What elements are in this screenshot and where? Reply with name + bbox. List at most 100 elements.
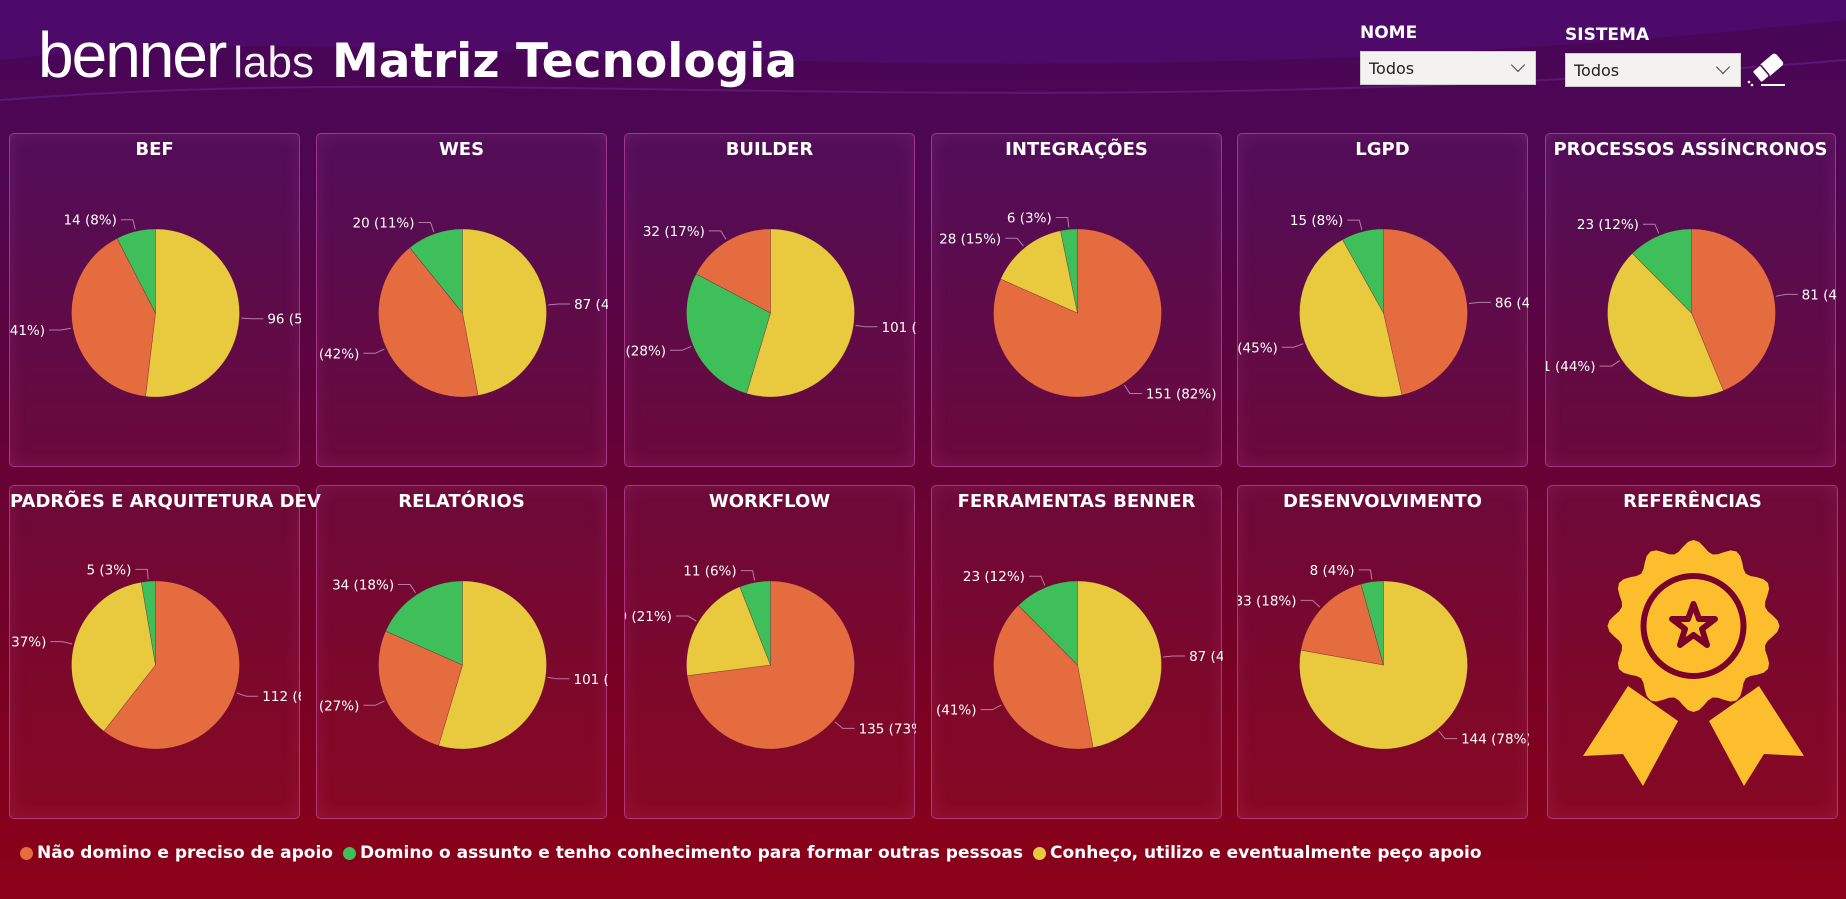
pie-slice-nao_domino[interactable] (993, 604, 1094, 750)
pie-chart: 144 (78%) 33 (18%) 8 (4%) (1238, 563, 1529, 750)
leader-line (120, 219, 136, 230)
data-label: 75 (41%) (10, 323, 45, 339)
pie-slice-domino[interactable] (1060, 228, 1078, 314)
pie-slice-nao_domino[interactable] (1383, 228, 1468, 396)
leader-line (49, 327, 71, 331)
data-label: 20 (11%) (353, 215, 415, 231)
filter-nome: NOME Todos (1360, 23, 1536, 85)
leader-line (1028, 575, 1046, 586)
legend-item-domino[interactable]: Domino o assunto e tenho conhecimento pa… (342, 843, 1023, 863)
chart-title: FERRAMENTAS BENNER (957, 491, 1196, 512)
chart-panel[interactable]: DESENVOLVIMENTO 144 (78%) 33 (18%) 8 (4%) (1237, 485, 1529, 819)
chart-panel[interactable]: WES 87 (47%) 78 (42%) 20 (11%) (316, 133, 608, 467)
data-label: 112 (61%) (262, 689, 301, 705)
chart-panel[interactable]: PROCESSOS ASSÍNCRONOS 81 (44%) 81 (44%) 23 … (1545, 133, 1837, 467)
pie-slice-conheco[interactable] (145, 228, 240, 398)
pie-slice-nao_domino[interactable] (71, 237, 156, 397)
data-label: 11 (6%) (683, 564, 736, 580)
data-label: 14 (8%) (63, 213, 116, 229)
data-label: 84 (45%) (1238, 340, 1278, 356)
pie-slice-domino[interactable] (739, 580, 771, 666)
data-label: 52 (28%) (625, 343, 666, 359)
chart-title: PROCESSOS ASSÍNCRONOS (1553, 139, 1828, 160)
chart-panel[interactable]: RELATÓRIOS 101 (55%) 50 (27%) 34 (18%) (316, 485, 608, 819)
pie-slice-domino[interactable] (1631, 228, 1692, 314)
benner-logo: benner (38, 19, 227, 91)
pie-slice-conheco[interactable] (71, 581, 156, 732)
chart-title: INTEGRAÇÕES (1005, 139, 1148, 160)
data-label: 32 (17%) (643, 224, 705, 240)
pie-slice-domino[interactable] (385, 580, 463, 666)
pie-slice-nao_domino[interactable] (1300, 583, 1384, 666)
pie-slice-domino[interactable] (686, 273, 771, 394)
chart-title: BEF (135, 139, 174, 160)
legend-dot (20, 846, 33, 860)
chevron-down-icon (1715, 59, 1731, 75)
chart-title: PADRÕES E ARQUITETURA DEV (10, 491, 321, 512)
leader-line (670, 345, 692, 351)
leader-line (675, 615, 697, 622)
pie-slice-conheco[interactable] (746, 228, 855, 398)
chart-panel[interactable]: INTEGRAÇÕES 151 (82%) 28 (15%) 6 (3%) (931, 133, 1222, 467)
pie-slice-conheco[interactable] (1299, 580, 1468, 750)
pie-chart: 86 (46%) 84 (45%) 15 (8%) (1238, 213, 1529, 398)
pie-slice-domino[interactable] (1017, 580, 1078, 666)
pie-slice-nao_domino[interactable] (993, 228, 1162, 398)
pie-slice-nao_domino[interactable] (103, 580, 240, 750)
chart-panel[interactable]: FERRAMENTAS BENNER 87 (47%) 75 (41%) 23 (12… (931, 485, 1223, 819)
dropdown-value: Todos (1574, 60, 1620, 80)
data-label: 33 (18%) (1238, 593, 1297, 609)
pie-chart: 151 (82%) 28 (15%) 6 (3%) (939, 210, 1217, 402)
pie-slice-conheco[interactable] (438, 580, 547, 750)
chart-title: WORKFLOW (708, 491, 831, 512)
sistema-dropdown[interactable]: Todos (1565, 53, 1741, 87)
filter-sistema: SISTEMA Todos (1565, 25, 1741, 87)
eraser-icon[interactable] (1745, 52, 1787, 88)
chart-title: LGPD (1355, 139, 1410, 160)
chart-panel[interactable]: PADRÕES E ARQUITETURA DEV 112 (61%) 68 (37… (9, 485, 321, 819)
pie-slice-domino[interactable] (116, 228, 156, 314)
pie-slice-conheco[interactable] (1077, 580, 1162, 748)
pie-slice-conheco[interactable] (462, 228, 547, 396)
chart-panel[interactable]: LGPD 86 (46%) 84 (45%) 15 (8%) (1237, 133, 1529, 467)
pie-slice-nao_domino[interactable] (1691, 228, 1776, 392)
data-label: 15 (8%) (1290, 213, 1343, 229)
leader-line (548, 303, 571, 306)
data-label: 50 (27%) (317, 698, 359, 714)
filter-label: SISTEMA (1565, 25, 1650, 45)
chart-panel[interactable]: BEF 96 (52%) 75 (41%) 14 (8%) (9, 133, 301, 467)
pie-slice-domino[interactable] (1342, 228, 1384, 315)
pie-slice-nao_domino[interactable] (378, 630, 463, 746)
pie-slice-domino[interactable] (140, 580, 156, 666)
pie-slice-conheco[interactable] (1607, 252, 1724, 398)
pie-slice-conheco[interactable] (1299, 239, 1403, 398)
leader-line (363, 700, 385, 706)
pie-slice-domino[interactable] (1360, 580, 1384, 666)
pie-slice-nao_domino[interactable] (378, 247, 479, 398)
legend: Não domino e preciso de apoio Domino o a… (20, 843, 1482, 863)
leader-line (1124, 384, 1142, 394)
pie-chart: 101 (55%) 50 (27%) 34 (18%) (317, 578, 608, 750)
data-label: 5 (3%) (87, 562, 132, 578)
data-label: 144 (78%) (1461, 732, 1529, 748)
legend-label: Não domino e preciso de apoio (37, 843, 333, 863)
chart-panel[interactable]: WORKFLOW 135 (73%) 39 (21%) 11 (6%) (624, 485, 916, 819)
data-label: 87 (47%) (574, 297, 608, 313)
leader-line (1300, 599, 1321, 608)
legend-dot (1033, 846, 1046, 860)
pie-slice-conheco[interactable] (686, 586, 771, 677)
references-panel[interactable]: REFERÊNCIAS (1547, 485, 1838, 819)
leader-line (398, 584, 416, 594)
pie-slice-nao_domino[interactable] (686, 580, 855, 750)
legend-item-conheco[interactable]: Conheço, utilizo e eventualmente peço ap… (1033, 843, 1482, 863)
pie-slice-domino[interactable] (409, 228, 463, 314)
nome-dropdown[interactable]: Todos (1360, 51, 1536, 85)
leader-line (1005, 237, 1024, 247)
legend-item-nao-domino[interactable]: Não domino e preciso de apoio (20, 843, 333, 863)
data-label: 34 (18%) (332, 578, 394, 594)
pie-slice-nao_domino[interactable] (695, 228, 771, 314)
chart-panel[interactable]: BUILDER 101 (55%) 52 (28%) 32 (17%) (624, 133, 916, 467)
pie-slice-conheco[interactable] (1000, 230, 1078, 314)
leader-line (1775, 293, 1798, 297)
data-label: 151 (82%) (1146, 386, 1217, 402)
